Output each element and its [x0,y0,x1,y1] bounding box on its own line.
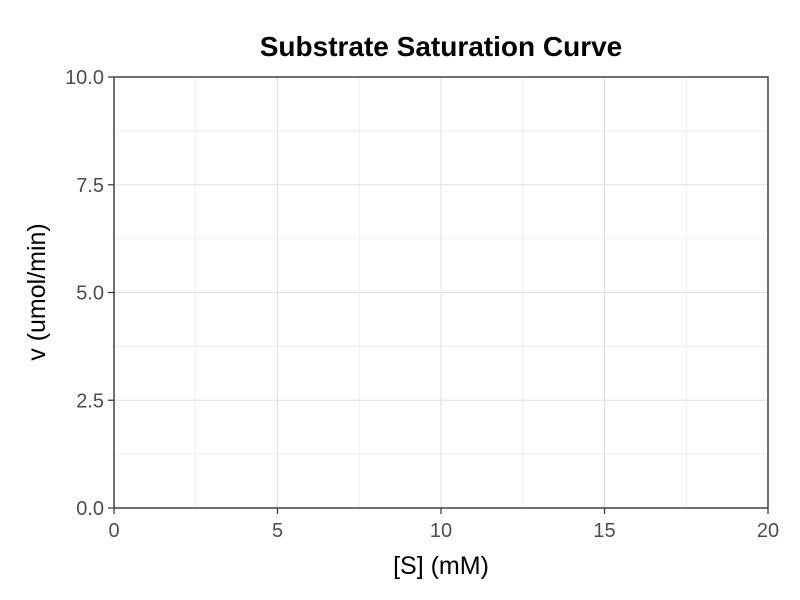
chart-title: Substrate Saturation Curve [260,31,623,62]
y-tick-label: 10.0 [65,67,104,89]
y-axis-ticks: 0.0 2.5 5.0 7.5 10.0 [65,67,114,520]
x-axis-label: [S] (mM) [393,552,489,580]
x-tick-label: 20 [757,520,779,542]
y-tick-label: 2.5 [76,390,104,412]
y-tick-label: 7.5 [76,175,104,197]
y-tick-label: 5.0 [76,283,104,305]
y-tick-label: 0.0 [76,498,104,520]
x-axis-ticks: 0 5 10 15 20 [108,508,779,542]
x-tick-label: 5 [272,520,283,542]
x-tick-label: 10 [430,520,452,542]
x-tick-label: 0 [108,520,119,542]
x-tick-label: 15 [593,520,615,542]
y-axis-label: v (umol/min) [23,223,51,361]
